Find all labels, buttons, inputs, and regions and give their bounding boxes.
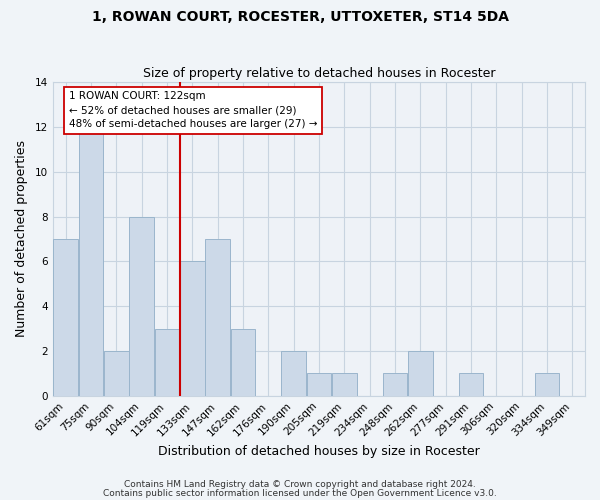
Bar — [332, 374, 356, 396]
Bar — [53, 239, 78, 396]
Bar — [79, 127, 103, 396]
Bar — [408, 351, 433, 396]
Text: Contains HM Land Registry data © Crown copyright and database right 2024.: Contains HM Land Registry data © Crown c… — [124, 480, 476, 489]
Bar — [535, 374, 559, 396]
Bar — [205, 239, 230, 396]
Bar — [383, 374, 407, 396]
Bar — [307, 374, 331, 396]
Bar — [459, 374, 483, 396]
Bar — [180, 262, 205, 396]
Y-axis label: Number of detached properties: Number of detached properties — [15, 140, 28, 338]
Title: Size of property relative to detached houses in Rocester: Size of property relative to detached ho… — [143, 66, 495, 80]
Text: 1, ROWAN COURT, ROCESTER, UTTOXETER, ST14 5DA: 1, ROWAN COURT, ROCESTER, UTTOXETER, ST1… — [91, 10, 509, 24]
Bar — [281, 351, 306, 396]
X-axis label: Distribution of detached houses by size in Rocester: Distribution of detached houses by size … — [158, 444, 480, 458]
Bar — [130, 216, 154, 396]
Bar — [104, 351, 128, 396]
Text: Contains public sector information licensed under the Open Government Licence v3: Contains public sector information licen… — [103, 488, 497, 498]
Text: 1 ROWAN COURT: 122sqm
← 52% of detached houses are smaller (29)
48% of semi-deta: 1 ROWAN COURT: 122sqm ← 52% of detached … — [69, 92, 317, 130]
Bar — [155, 328, 179, 396]
Bar — [231, 328, 256, 396]
